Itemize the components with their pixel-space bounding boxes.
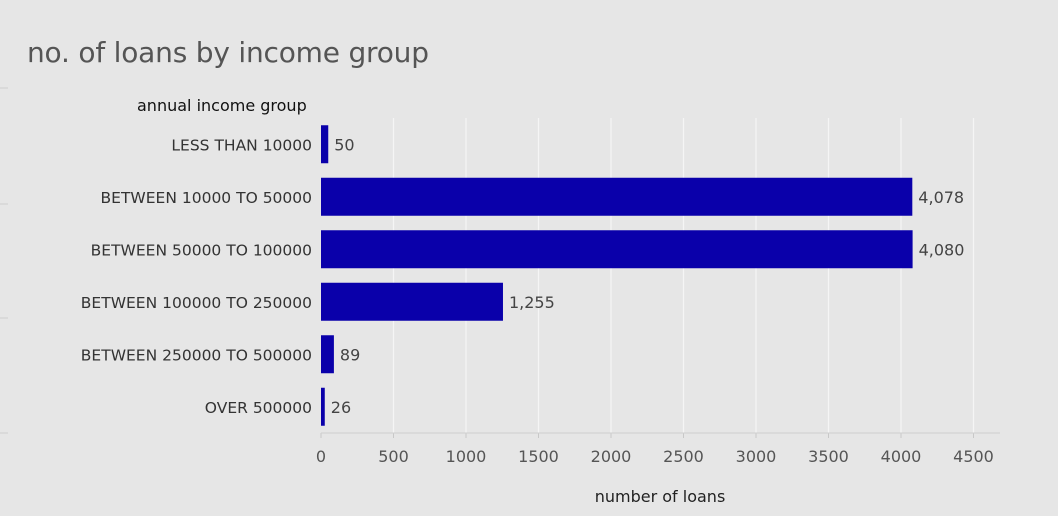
category-label: BETWEEN 10000 TO 50000 (101, 189, 312, 207)
bar (321, 282, 503, 321)
x-tick-label: 3500 (808, 447, 849, 466)
chart-title: no. of loans by income group (27, 36, 429, 69)
bar (321, 177, 913, 216)
x-axis: 0 500 1000 1500 2000 2500 3000 3500 4000 4500 (0, 87, 1000, 466)
row-header: annual income group (137, 96, 307, 115)
x-tick-label: 1500 (518, 447, 559, 466)
x-tick-label: 2000 (591, 447, 632, 466)
category-label: OVER 500000 (205, 399, 312, 417)
x-tick-label: 4000 (881, 447, 922, 466)
category-label: LESS THAN 10000 (171, 136, 312, 154)
x-tick-label: 4500 (953, 447, 994, 466)
labels: LESS THAN 10000 50 BETWEEN 10000 TO 50000 4… (81, 135, 965, 417)
x-tick-label: 3000 (736, 447, 777, 466)
bar (321, 230, 913, 269)
bars (321, 125, 913, 426)
data-label: 4,078 (918, 188, 964, 207)
data-label: 1,255 (509, 293, 555, 312)
x-tick-label: 500 (378, 447, 409, 466)
bar (321, 125, 329, 164)
x-axis-title: number of loans (595, 487, 726, 506)
data-label: 4,080 (919, 240, 965, 259)
x-tick-label: 1000 (446, 447, 487, 466)
category-label: BETWEEN 50000 TO 100000 (91, 241, 312, 259)
category-label: BETWEEN 250000 TO 500000 (81, 346, 312, 364)
bar (321, 335, 334, 374)
data-label: 26 (331, 398, 351, 417)
gridlines (392, 118, 975, 433)
data-label: 50 (334, 135, 354, 154)
data-label: 89 (340, 345, 360, 364)
x-tick-label: 0 (316, 447, 326, 466)
x-tick-label: 2500 (663, 447, 704, 466)
bar (321, 387, 325, 426)
category-label: BETWEEN 100000 TO 250000 (81, 294, 312, 312)
